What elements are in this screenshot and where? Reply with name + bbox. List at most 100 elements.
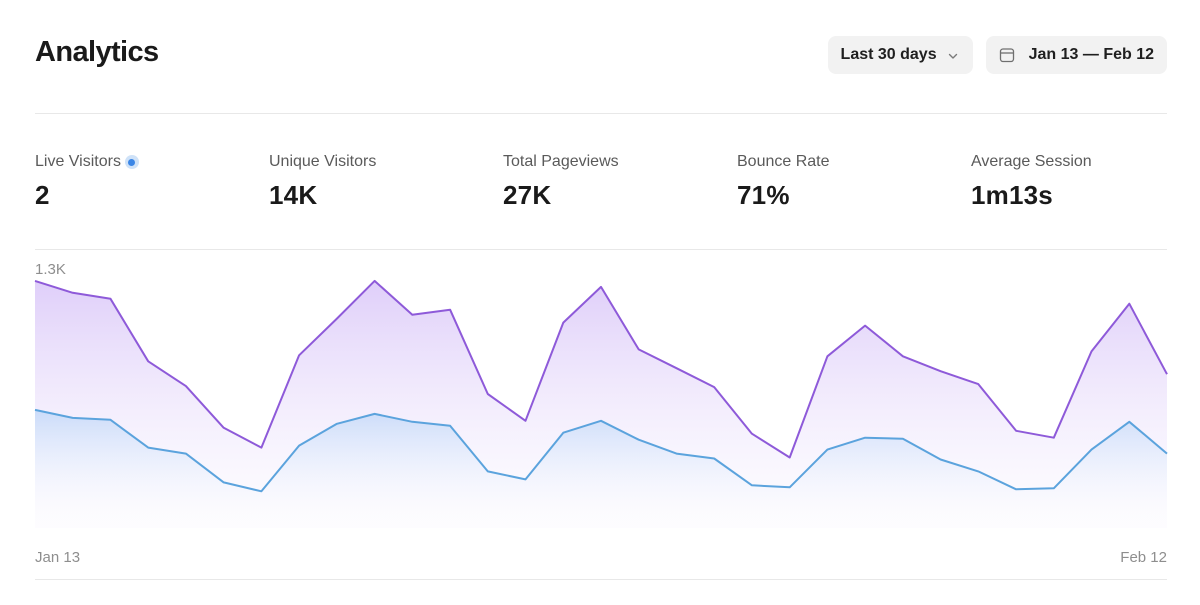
stat-live-visitors[interactable]: Live Visitors 2: [35, 150, 255, 211]
data-point-visitors: [1051, 485, 1057, 491]
header: Analytics Last 30 days Jan 13 — Feb 12: [35, 30, 1167, 80]
data-point-visitors: [523, 476, 529, 482]
data-point-visitors: [975, 468, 981, 474]
data-point-visitors: [183, 451, 189, 457]
stats-divider: [35, 249, 1167, 250]
data-point-pageviews: [1051, 435, 1057, 441]
header-divider: [35, 113, 1167, 114]
stat-label-unique-visitors: Unique Visitors: [269, 153, 377, 170]
stat-average-session[interactable]: Average Session 1m13s: [971, 150, 1191, 211]
data-point-visitors: [108, 417, 114, 423]
data-point-visitors: [447, 423, 453, 429]
data-point-pageviews: [598, 284, 604, 290]
header-controls: Last 30 days Jan 13 — Feb 12: [827, 36, 1167, 74]
x-axis-start-label: Jan 13: [35, 549, 81, 566]
data-point-visitors: [560, 430, 566, 436]
data-point-visitors: [485, 468, 491, 474]
live-dot-icon: [124, 155, 139, 169]
data-point-pageviews: [485, 391, 491, 397]
data-point-pageviews: [749, 431, 755, 437]
data-point-pageviews: [258, 445, 264, 451]
stat-label-average-session: Average Session: [971, 153, 1092, 170]
data-point-pageviews: [900, 353, 906, 359]
stat-label-live-visitors: Live Visitors: [35, 150, 255, 174]
data-point-pageviews: [296, 352, 302, 358]
stat-value-bounce-rate: 71%: [737, 180, 790, 210]
data-point-visitors: [409, 419, 415, 425]
data-point-visitors: [749, 482, 755, 488]
data-point-visitors: [1013, 486, 1019, 492]
data-point-visitors: [1164, 451, 1170, 457]
data-point-pageviews: [523, 418, 529, 424]
data-point-visitors: [145, 445, 151, 451]
series-line-visitors: [34, 408, 1168, 493]
data-point-visitors: [258, 488, 264, 494]
data-point-pageviews: [1126, 301, 1132, 307]
data-point-visitors: [711, 456, 717, 462]
stat-unique-visitors[interactable]: Unique Visitors 14K: [269, 150, 489, 211]
data-point-visitors: [636, 437, 642, 443]
data-point-visitors: [334, 421, 340, 427]
data-point-pageviews: [1089, 348, 1095, 354]
data-point-visitors: [824, 447, 830, 453]
data-point-visitors: [862, 435, 868, 441]
data-point-visitors: [70, 415, 76, 421]
series-area-visitors: [35, 409, 1167, 528]
stat-value-total-pageviews: 27K: [503, 180, 552, 210]
data-point-visitors: [598, 418, 604, 424]
y-axis-max-label: 1.3K: [35, 261, 66, 278]
data-point-visitors: [938, 457, 944, 463]
data-point-pageviews: [938, 368, 944, 374]
date-range-button[interactable]: Jan 13 — Feb 12: [985, 36, 1167, 74]
data-point-pageviews: [674, 365, 680, 371]
stats-row: Live Visitors 2 Unique Visitors 14K Tota…: [35, 150, 1167, 220]
data-point-pageviews: [108, 296, 114, 302]
stat-bounce-rate[interactable]: Bounce Rate 71%: [737, 150, 957, 211]
data-point-pageviews: [372, 278, 378, 284]
data-point-pageviews: [70, 290, 76, 296]
data-point-pageviews: [409, 312, 415, 318]
data-point-visitors: [1126, 419, 1132, 425]
date-range-label: Jan 13 — Feb 12: [1028, 46, 1154, 63]
data-point-pageviews: [145, 358, 151, 364]
data-point-pageviews: [183, 383, 189, 389]
data-point-visitors: [221, 479, 227, 485]
data-point-visitors: [372, 411, 378, 417]
data-point-pageviews: [447, 307, 453, 313]
series-area-pageviews: [35, 280, 1167, 528]
data-point-pageviews: [560, 320, 566, 326]
page-title: Analytics: [35, 36, 159, 68]
range-select[interactable]: Last 30 days: [827, 36, 973, 74]
data-point-visitors: [296, 443, 302, 449]
data-point-pageviews: [711, 384, 717, 390]
series-line-pageviews: [34, 279, 1168, 459]
range-select-label: Last 30 days: [840, 46, 937, 63]
stat-total-pageviews[interactable]: Total Pageviews 27K: [503, 150, 723, 211]
calendar-icon: [999, 47, 1015, 63]
data-point-pageviews: [32, 278, 38, 284]
data-point-pageviews: [221, 425, 227, 431]
data-point-visitors: [1089, 447, 1095, 453]
data-point-pageviews: [1164, 371, 1170, 377]
data-point-visitors: [787, 484, 793, 490]
stat-label-text: Live Visitors: [35, 153, 121, 170]
data-point-pageviews: [824, 353, 830, 359]
data-point-pageviews: [862, 323, 868, 329]
data-point-pageviews: [636, 346, 642, 352]
stat-value-average-session: 1m13s: [971, 180, 1053, 210]
data-point-pageviews: [1013, 428, 1019, 434]
stat-value-live-visitors: 2: [35, 180, 50, 210]
data-point-visitors: [32, 407, 38, 413]
data-point-pageviews: [334, 316, 340, 322]
chevron-down-icon: [947, 49, 959, 61]
data-point-pageviews: [975, 381, 981, 387]
data-point-visitors: [900, 436, 906, 442]
stat-value-unique-visitors: 14K: [269, 180, 318, 210]
data-point-visitors: [674, 451, 680, 457]
x-axis-end-label: Feb 12: [1120, 549, 1167, 566]
data-point-pageviews: [787, 455, 793, 461]
stat-label-total-pageviews: Total Pageviews: [503, 153, 619, 170]
chart-bottom-divider: [35, 579, 1167, 580]
stat-label-bounce-rate: Bounce Rate: [737, 153, 830, 170]
